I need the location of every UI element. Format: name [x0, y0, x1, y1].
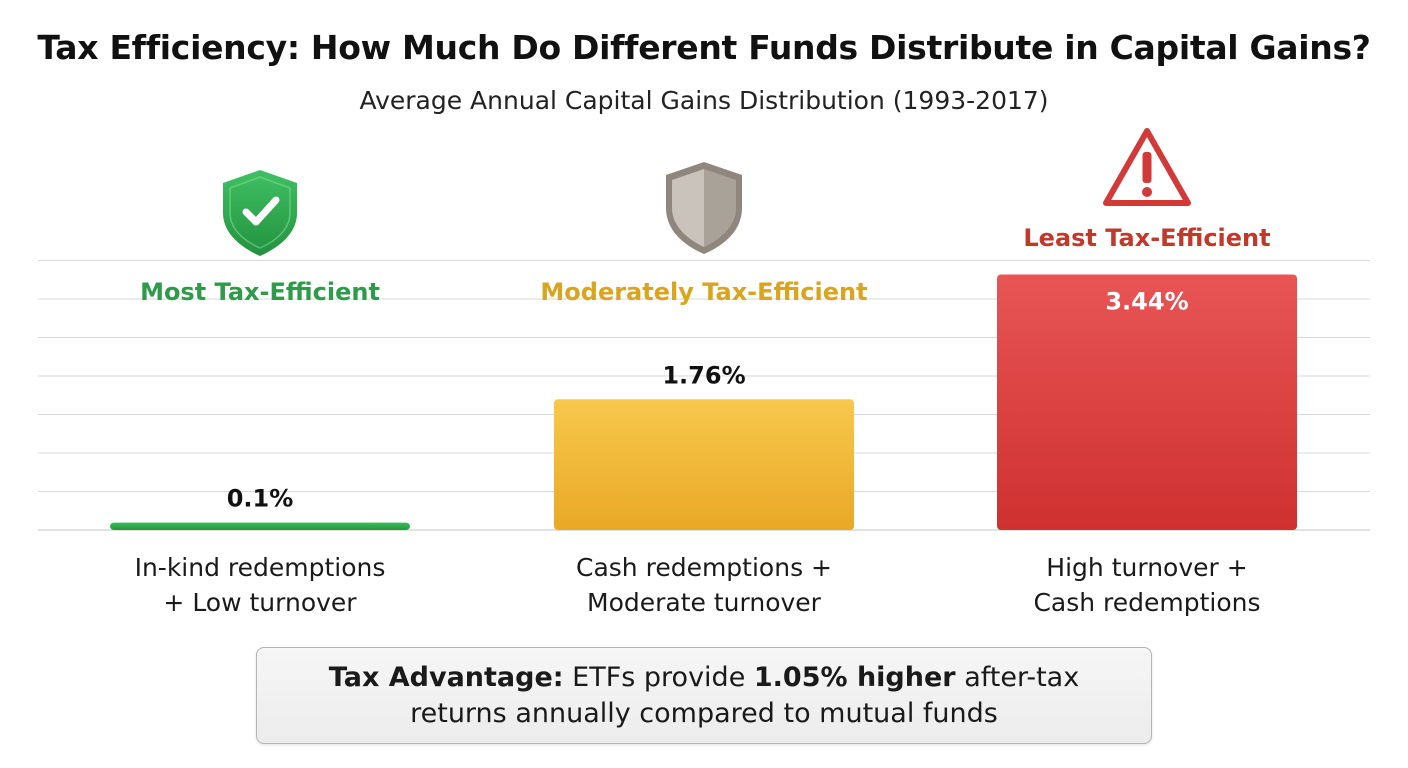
shield-check-icon: [223, 170, 297, 256]
category-label-1-line-2: + Low turnover: [163, 588, 357, 617]
value-label-3: 3.44%: [1105, 287, 1188, 315]
warning-triangle-icon: [1103, 128, 1191, 206]
category-label-2-line-2: Moderate turnover: [587, 588, 822, 617]
chart-subtitle: Average Annual Capital Gains Distributio…: [359, 86, 1049, 115]
tax-advantage-note: Tax Advantage: ETFs provide 1.05% higher…: [256, 647, 1152, 744]
shield-neutral-icon: [666, 162, 742, 254]
tax-advantage-text: Tax Advantage: ETFs provide 1.05% higher…: [277, 660, 1131, 732]
value-label-2: 1.76%: [662, 361, 745, 389]
note-emphasis: 1.05% higher: [753, 661, 956, 693]
note-lead: Tax Advantage:: [328, 661, 564, 693]
note-text-2: after-tax returns annually compared to m…: [410, 661, 1080, 729]
efficiency-label-2: Moderately Tax-Efficient: [540, 278, 867, 306]
bar-2: [554, 399, 854, 530]
bar-chart: Most Tax-Efficient Moderately Tax-Efficie…: [38, 128, 1370, 617]
efficiency-label-1: Most Tax-Efficient: [140, 278, 380, 306]
efficiency-label-3: Least Tax-Efficient: [1023, 224, 1270, 252]
bar-1: [110, 522, 410, 530]
note-text-1: ETFs provide: [563, 661, 754, 693]
category-label-3-line-1: High turnover +: [1046, 553, 1247, 582]
bar-3: [997, 274, 1297, 530]
category-label-2-line-1: Cash redemptions +: [576, 553, 832, 582]
category-label-1-line-1: In-kind redemptions: [135, 553, 386, 582]
category-label-3-line-2: Cash redemptions: [1033, 588, 1260, 617]
value-label-1: 0.1%: [227, 485, 294, 513]
chart-title: Tax Efficiency: How Much Do Different Fu…: [37, 28, 1371, 67]
